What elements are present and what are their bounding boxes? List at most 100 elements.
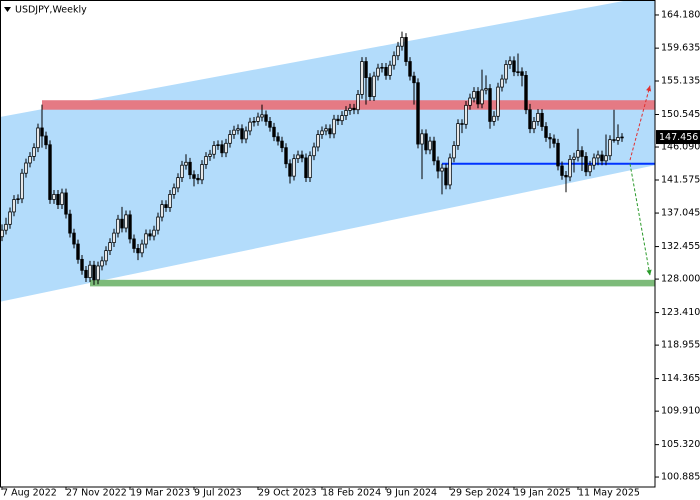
candle-body: [568, 158, 572, 178]
candle-body: [488, 88, 492, 122]
candle-body: [140, 243, 144, 254]
y-tick-label: 109.910: [661, 406, 700, 417]
candle-body: [68, 213, 72, 234]
candle-body: [56, 194, 60, 206]
candle-body: [196, 177, 200, 181]
candle-body: [60, 192, 64, 206]
candle-body: [476, 91, 480, 105]
candle-body: [148, 233, 152, 237]
candle-body: [548, 137, 552, 140]
candle-body: [88, 264, 92, 279]
candle-body: [168, 194, 172, 208]
candle-body: [508, 60, 512, 65]
candle-body: [272, 126, 276, 138]
candle-body: [200, 164, 204, 181]
candle-body: [600, 154, 604, 162]
candle-body: [552, 138, 556, 144]
candle-body: [80, 258, 84, 271]
price-zone: [90, 279, 655, 287]
candle-body: [92, 264, 96, 281]
forecast-arrow: [629, 85, 651, 161]
candle-body: [24, 162, 28, 174]
candle-body: [116, 218, 120, 234]
candle-body: [428, 140, 432, 151]
candle-body: [12, 199, 16, 213]
candle-body: [156, 216, 160, 231]
candle-body: [556, 142, 560, 167]
candle-body: [284, 147, 288, 165]
candle-body: [528, 109, 532, 130]
candle-body: [32, 147, 36, 157]
candle-body: [152, 229, 156, 237]
x-tick-label: 7 Aug 2022: [2, 488, 57, 499]
plot-area: [0, 0, 655, 302]
candle-body: [472, 91, 476, 99]
candle-body: [416, 82, 420, 145]
y-tick-label: 105.320: [661, 439, 700, 450]
candle-body: [608, 139, 612, 157]
candle-body: [368, 77, 372, 97]
candle-body: [260, 114, 264, 118]
candle-body: [420, 133, 424, 145]
candle-body: [512, 60, 516, 73]
candle-body: [544, 126, 548, 138]
candle-body: [468, 97, 472, 106]
candle-body: [424, 133, 428, 151]
candle-body: [580, 150, 584, 157]
candle-body: [128, 214, 132, 240]
x-tick-label: 9 Jul 2023: [194, 488, 242, 499]
candle-body: [236, 128, 240, 131]
trend-channel: [0, 0, 655, 302]
candle-body: [276, 136, 280, 142]
candle-body: [380, 66, 384, 69]
candle-body: [564, 175, 568, 178]
candle-body: [456, 123, 460, 146]
candle-body: [384, 66, 388, 76]
arrow-head: [646, 269, 652, 276]
candle-body: [8, 211, 12, 225]
candle-body: [252, 121, 256, 123]
candle-body: [484, 88, 488, 91]
candle-body: [480, 89, 484, 105]
candle-body: [392, 55, 396, 66]
candle-body: [228, 134, 232, 144]
candle-body: [304, 157, 308, 179]
candle-body: [532, 121, 536, 130]
candle-body: [172, 187, 176, 195]
candle-body: [120, 218, 124, 229]
candle-body: [584, 156, 588, 173]
candle-body: [0, 229, 4, 238]
candle-body: [16, 198, 20, 200]
candle-body: [300, 154, 304, 159]
candle-body: [144, 233, 148, 245]
candle-body: [160, 204, 164, 218]
candle-body: [224, 142, 228, 154]
candle-body: [240, 128, 244, 140]
y-tick-label: 128.000: [661, 274, 700, 285]
candle-body: [576, 150, 580, 158]
candle-body: [596, 154, 600, 159]
candle-body: [256, 116, 260, 122]
candle-body: [44, 135, 48, 146]
symbol-menu-icon[interactable]: [4, 7, 11, 12]
x-tick-label: 11 May 2025: [578, 488, 640, 499]
x-tick-label: 19 Mar 2023: [130, 488, 190, 499]
candle-body: [432, 140, 436, 162]
candle-body: [436, 160, 440, 172]
candle-body: [396, 45, 400, 57]
candle-body: [604, 155, 608, 162]
x-tick-label: 18 Feb 2024: [322, 488, 381, 499]
forecast-arrow: [629, 163, 651, 276]
candle-body: [188, 161, 192, 176]
y-tick-label: 137.045: [661, 208, 700, 219]
candle-body: [320, 130, 324, 135]
candle-body: [28, 156, 32, 164]
x-tick-label: 27 Nov 2022: [66, 488, 127, 499]
candle-body: [220, 144, 224, 154]
x-tick-label: 9 Jun 2024: [386, 488, 437, 499]
candle-body: [136, 248, 140, 254]
candle-body: [524, 75, 528, 111]
candle-body: [348, 107, 352, 111]
x-tick-label: 29 Oct 2023: [258, 488, 317, 499]
candle-body: [232, 129, 236, 135]
